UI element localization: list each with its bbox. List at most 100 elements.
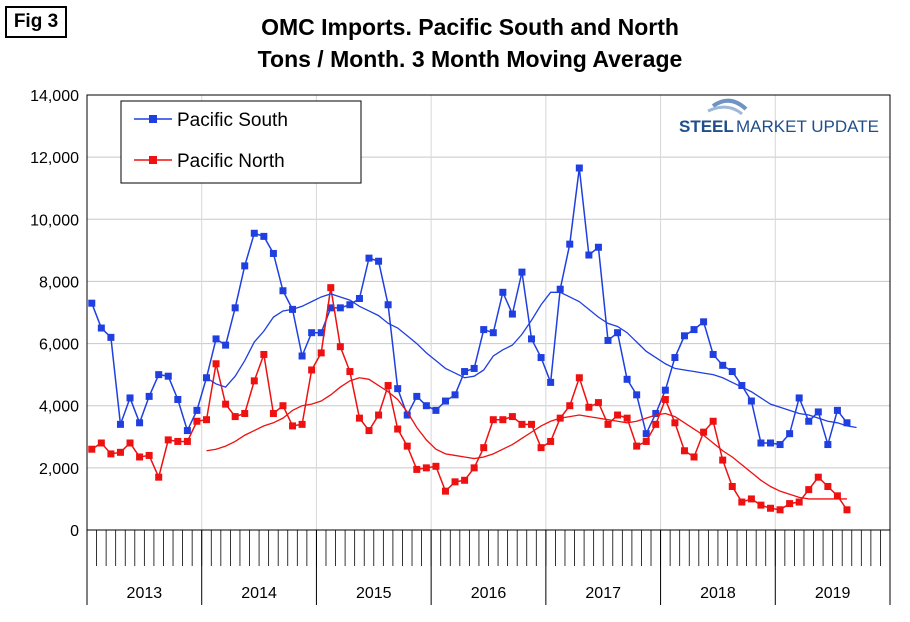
data-point: [747, 397, 755, 405]
data-point: [317, 349, 325, 357]
data-point: [422, 402, 430, 410]
legend-marker-pacific-north: [149, 156, 157, 164]
x-tick-label: 2015: [356, 585, 392, 602]
data-point: [786, 430, 794, 438]
data-point: [164, 436, 172, 444]
data-point: [709, 350, 717, 358]
data-point: [767, 439, 775, 447]
axes: 0 2,000 4,000 6,000 8,000 10,000 12,000 14,000 2…: [30, 88, 891, 605]
logo-word-market-update: MARKET UPDATE: [736, 117, 879, 136]
data-point: [604, 336, 612, 344]
data-point: [480, 444, 488, 452]
legend-label-pacific-north: Pacific North: [177, 151, 285, 172]
legend-label-pacific-south: Pacific South: [177, 110, 288, 131]
data-point: [700, 428, 708, 436]
data-point: [786, 500, 794, 508]
data-point: [260, 232, 268, 240]
data-point: [126, 394, 134, 402]
data-point: [193, 406, 201, 414]
data-point: [680, 332, 688, 340]
gridlines: [87, 94, 890, 530]
data-point: [269, 249, 277, 257]
data-point: [767, 504, 775, 512]
logo-swoosh-icon: [711, 98, 748, 111]
data-point: [805, 417, 813, 425]
chart-title: OMC Imports. Pacific South and North: [261, 14, 679, 40]
data-point: [604, 420, 612, 428]
data-point: [719, 456, 727, 464]
data-point: [336, 343, 344, 351]
data-point: [757, 439, 765, 447]
data-point: [298, 420, 306, 428]
data-point: [289, 422, 297, 430]
data-point: [308, 329, 316, 337]
series-line: [91, 167, 848, 448]
data-point: [795, 498, 803, 506]
data-point: [174, 396, 182, 403]
data-point: [394, 425, 402, 433]
data-point: [747, 495, 755, 503]
data-point: [518, 268, 526, 276]
data-point: [88, 299, 96, 307]
data-point: [155, 473, 163, 481]
data-point: [375, 411, 383, 419]
data-point: [384, 301, 392, 309]
data-point: [145, 392, 153, 400]
series-3: [206, 377, 847, 500]
data-point: [461, 476, 469, 484]
data-point: [231, 304, 239, 312]
data-point: [738, 382, 746, 390]
series-1: [88, 284, 851, 514]
data-point: [642, 437, 650, 445]
x-tick-label: 2016: [471, 585, 507, 602]
data-point: [480, 326, 488, 334]
data-point: [623, 414, 631, 422]
y-tick-label: 2,000: [39, 461, 79, 478]
data-point: [805, 486, 813, 494]
data-point: [403, 411, 411, 419]
data-point: [814, 473, 822, 481]
data-point: [528, 335, 536, 343]
data-point: [183, 427, 191, 435]
data-point: [336, 304, 344, 312]
data-point: [575, 374, 583, 382]
data-point: [97, 439, 105, 447]
data-point: [499, 288, 507, 296]
data-point: [594, 399, 602, 407]
y-tick-label: 10,000: [30, 212, 79, 229]
data-point: [690, 453, 698, 461]
y-tick-label: 12,000: [30, 150, 79, 167]
data-point: [155, 371, 163, 379]
logo-word-steel: STEEL: [679, 117, 734, 136]
data-point: [413, 392, 421, 400]
data-point: [824, 483, 832, 490]
series: [88, 164, 857, 514]
x-tick-label: 2019: [815, 585, 851, 602]
data-point: [547, 437, 555, 445]
data-point: [212, 335, 220, 343]
data-point: [489, 416, 497, 424]
data-point: [814, 408, 822, 416]
data-point: [518, 420, 526, 428]
data-point: [432, 462, 440, 470]
data-point: [499, 416, 507, 424]
data-point: [241, 262, 249, 270]
data-point: [728, 483, 736, 490]
data-point: [97, 324, 105, 332]
x-tick-label: 2017: [585, 585, 621, 602]
data-point: [671, 419, 679, 427]
data-point: [575, 164, 583, 172]
data-point: [719, 361, 727, 369]
data-point: [88, 445, 96, 453]
data-point: [202, 416, 210, 424]
data-point: [250, 229, 258, 237]
data-point: [709, 417, 717, 425]
data-point: [441, 487, 449, 495]
data-point: [661, 386, 669, 394]
data-point: [700, 318, 708, 326]
data-point: [116, 448, 124, 456]
x-tick-label: 2018: [700, 585, 736, 602]
data-point: [642, 430, 650, 438]
data-point: [241, 409, 249, 417]
data-point: [528, 420, 536, 428]
